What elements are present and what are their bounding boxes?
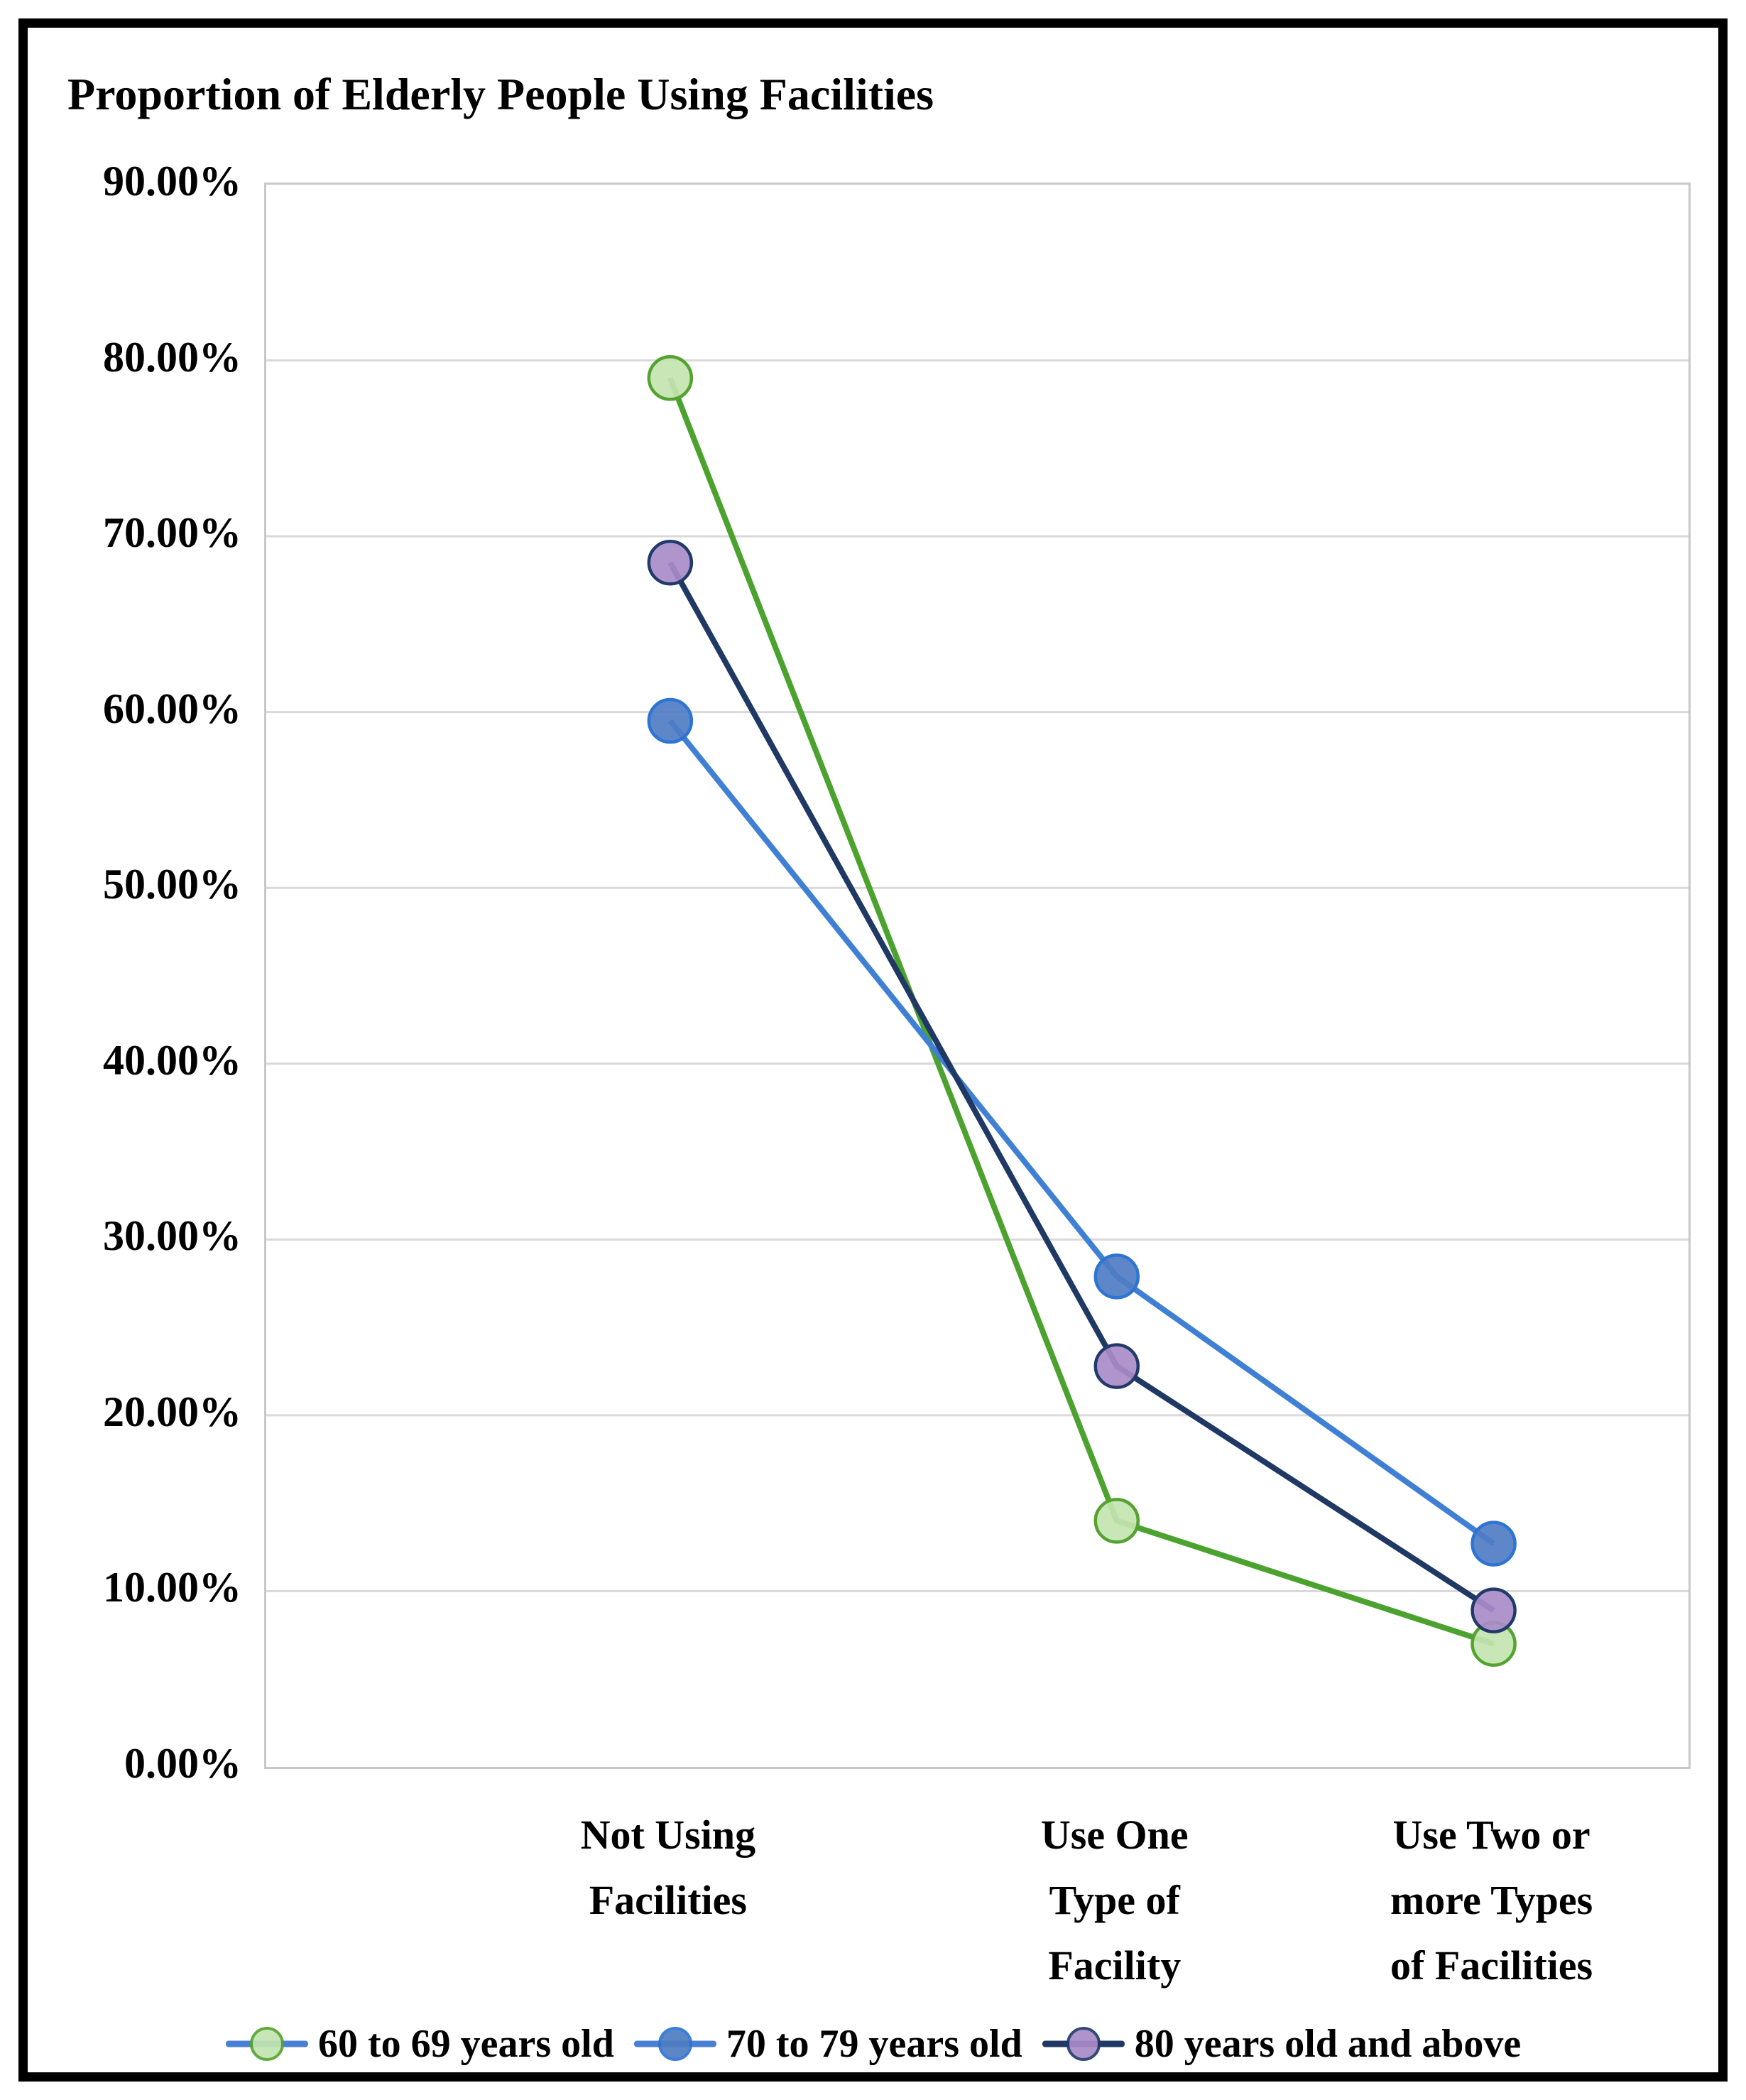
legend-label: 60 to 69 years old — [318, 2022, 614, 2066]
legend-swatch — [1042, 2023, 1125, 2065]
chart-legend: 60 to 69 years old 70 to 79 years old 80 y… — [226, 2015, 1710, 2072]
legend-item-2: 70 to 79 years old — [633, 2021, 1022, 2067]
data-point-marker — [1093, 1498, 1140, 1544]
y-axis-label: 60.00% — [103, 685, 241, 732]
data-point-marker — [1471, 1520, 1517, 1567]
y-axis-label: 50.00% — [103, 861, 241, 908]
y-axis-label: 10.00% — [103, 1564, 241, 1611]
legend-swatch — [226, 2023, 308, 2065]
legend-item-3: 80 years old and above — [1042, 2021, 1522, 2067]
y-axis-label: 20.00% — [103, 1388, 241, 1435]
y-axis-label: 70.00% — [103, 509, 241, 557]
legend-label: 80 years old and above — [1134, 2022, 1522, 2066]
series-line-2 — [667, 719, 1495, 1546]
x-axis-label: Not Using Facilities — [580, 1812, 756, 1923]
data-point-marker — [1093, 1343, 1140, 1389]
legend-label: 70 to 79 years old — [726, 2022, 1022, 2066]
y-axis-label: 90.00% — [103, 158, 241, 205]
chart-canvas — [266, 355, 1688, 1667]
x-axis-label: Use Two or more Types of Facilities — [1390, 1812, 1593, 1989]
data-point-marker — [647, 539, 694, 586]
y-axis-label: 40.00% — [103, 1036, 241, 1084]
x-axis-label: Use One Type of Facility — [1040, 1812, 1189, 1989]
data-point-marker — [1093, 1253, 1140, 1300]
data-point-marker — [647, 355, 694, 401]
legend-marker-icon — [1066, 2027, 1101, 2061]
data-point-marker — [647, 697, 694, 744]
chart-title: Proportion of Elderly People Using Facil… — [67, 69, 934, 119]
legend-item-1: 60 to 69 years old — [226, 2021, 614, 2067]
legend-marker-icon — [250, 2027, 284, 2061]
plot-area — [264, 183, 1691, 1769]
outer-border-frame — [18, 18, 1728, 2082]
data-point-marker — [1471, 1587, 1517, 1633]
y-axis-label: 80.00% — [103, 333, 241, 381]
legend-swatch — [633, 2023, 716, 2065]
y-axis-label: 30.00% — [103, 1212, 241, 1260]
y-axis-label: 0.00% — [124, 1740, 241, 1788]
legend-marker-icon — [658, 2027, 692, 2061]
y-axis-tick-labels: 90.00% 80.00% 70.00% 60.00% 50.00% 40.00% 30.0… — [0, 158, 241, 1787]
